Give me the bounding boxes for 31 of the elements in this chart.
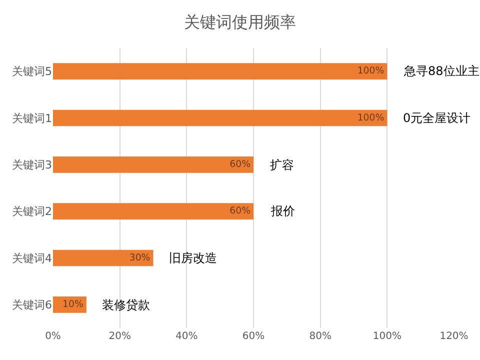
chart-title: 关键词使用频率 — [184, 12, 296, 32]
y-tick-label: 关键词5 — [12, 65, 52, 78]
y-tick-label: 关键词6 — [12, 298, 52, 312]
x-tick-label: 60% — [242, 331, 265, 342]
data-label: 60% — [230, 206, 251, 217]
bar — [53, 156, 254, 173]
bar — [53, 250, 154, 266]
y-tick-label: 关键词2 — [12, 205, 52, 218]
x-tick-label: 0% — [45, 331, 61, 342]
data-label: 60% — [230, 159, 251, 170]
x-tick-label: 20% — [108, 331, 131, 342]
y-tick-label: 关键词4 — [12, 252, 52, 265]
annotation: 急寻88位业主 — [403, 64, 480, 78]
annotation: 0元全屋设计 — [403, 111, 471, 125]
y-tick-label: 关键词1 — [12, 112, 52, 125]
annotation: 旧房改造 — [169, 251, 217, 265]
annotation: 扩容 — [270, 158, 294, 172]
annotation: 报价 — [270, 204, 295, 218]
x-tick-label: 100% — [372, 331, 402, 342]
data-label: 100% — [357, 66, 384, 77]
data-label: 100% — [357, 112, 384, 124]
annotation: 装修贷款 — [102, 298, 150, 312]
bar — [53, 110, 388, 126]
x-tick-label: 40% — [176, 331, 198, 342]
y-tick-label: 关键词3 — [12, 158, 52, 172]
data-label: 10% — [62, 299, 84, 310]
bar — [53, 63, 388, 80]
data-label: 30% — [129, 252, 150, 264]
x-tick-label: 120% — [440, 331, 468, 342]
bar — [53, 203, 254, 220]
x-tick-label: 80% — [309, 331, 332, 342]
